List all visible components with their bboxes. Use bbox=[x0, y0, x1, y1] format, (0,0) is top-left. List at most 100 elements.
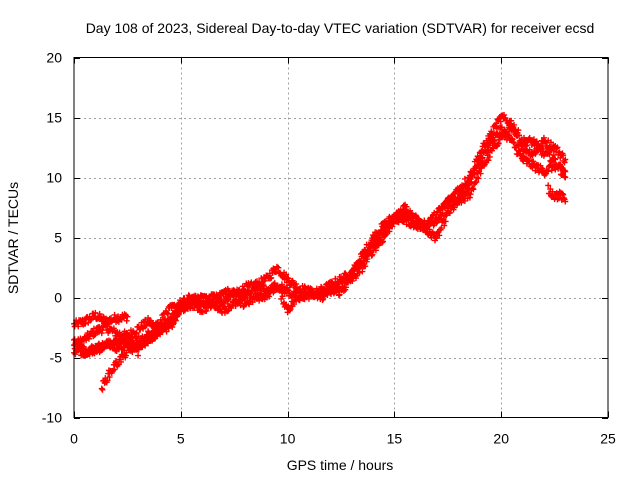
data-point bbox=[161, 316, 168, 323]
data-point bbox=[111, 311, 118, 318]
data-point bbox=[85, 335, 92, 342]
data-point bbox=[362, 263, 369, 270]
data-point bbox=[287, 306, 294, 313]
data-point bbox=[218, 296, 225, 303]
data-point bbox=[556, 161, 563, 168]
data-point bbox=[539, 165, 546, 172]
data-point bbox=[142, 342, 149, 349]
data-point bbox=[508, 117, 515, 124]
data-point bbox=[172, 308, 179, 315]
grid-lines bbox=[74, 57, 608, 418]
data-point bbox=[372, 247, 379, 254]
data-point bbox=[545, 182, 552, 189]
data-point bbox=[98, 385, 105, 392]
data-point bbox=[545, 168, 552, 175]
data-point bbox=[225, 296, 232, 303]
data-point bbox=[285, 275, 292, 282]
data-point bbox=[432, 215, 439, 222]
data-point bbox=[513, 144, 520, 151]
data-point bbox=[193, 299, 200, 306]
data-point bbox=[404, 214, 411, 221]
y-tick-label: 20 bbox=[46, 50, 62, 66]
data-point bbox=[293, 280, 300, 287]
data-point bbox=[213, 298, 220, 305]
data-point bbox=[441, 222, 448, 229]
data-point bbox=[540, 134, 547, 141]
data-point bbox=[546, 151, 553, 158]
data-point bbox=[516, 132, 522, 139]
data-point bbox=[135, 352, 142, 359]
data-point bbox=[432, 235, 439, 242]
data-point bbox=[98, 330, 105, 337]
data-point bbox=[380, 238, 387, 245]
data-point bbox=[497, 118, 504, 125]
data-point bbox=[215, 295, 222, 302]
y-tick-label: 0 bbox=[54, 290, 62, 306]
data-point bbox=[213, 291, 220, 298]
data-point bbox=[557, 165, 564, 172]
data-point bbox=[103, 321, 110, 328]
data-point bbox=[192, 298, 199, 305]
data-point bbox=[271, 281, 278, 288]
data-point bbox=[291, 301, 298, 308]
data-point bbox=[203, 307, 210, 314]
data-point bbox=[540, 145, 547, 152]
x-tick-label: 10 bbox=[280, 431, 296, 447]
data-point bbox=[442, 218, 449, 225]
data-point bbox=[552, 156, 559, 163]
x-tick-label: 5 bbox=[177, 431, 185, 447]
x-axis-label: GPS time / hours bbox=[287, 457, 394, 473]
data-point bbox=[232, 303, 239, 310]
data-point bbox=[379, 239, 386, 246]
data-point bbox=[560, 152, 567, 159]
data-point bbox=[185, 292, 192, 299]
data-point bbox=[106, 374, 113, 381]
data-point bbox=[493, 125, 500, 132]
data-point bbox=[478, 148, 485, 155]
data-point bbox=[123, 317, 130, 324]
data-point bbox=[476, 155, 483, 162]
series-track-b bbox=[71, 123, 569, 349]
data-point bbox=[550, 152, 557, 159]
y-axis-label: SDTVAR / TECUs bbox=[5, 182, 21, 294]
data-point bbox=[336, 291, 343, 298]
data-point bbox=[349, 277, 356, 284]
data-point bbox=[554, 144, 561, 151]
data-point bbox=[487, 135, 494, 142]
data-point bbox=[316, 293, 323, 300]
data-point bbox=[466, 177, 473, 184]
data-point bbox=[253, 287, 260, 294]
data-point bbox=[266, 293, 273, 300]
data-point bbox=[369, 251, 376, 258]
data-point bbox=[551, 155, 558, 162]
data-point bbox=[88, 316, 95, 323]
series-track-a bbox=[71, 309, 131, 330]
data-point bbox=[122, 352, 129, 359]
data-point bbox=[436, 232, 443, 239]
data-point bbox=[157, 331, 164, 338]
data-point bbox=[92, 309, 99, 316]
data-point bbox=[509, 125, 516, 132]
data-point bbox=[511, 121, 518, 128]
data-point bbox=[182, 307, 189, 314]
data-point bbox=[320, 295, 327, 302]
data-point bbox=[386, 228, 393, 235]
data-point bbox=[82, 320, 89, 327]
data-point bbox=[283, 271, 290, 278]
data-point bbox=[162, 315, 169, 322]
tick-labels: 0 5 10 15 20 25 -10 -5 0 5 10 15 20 bbox=[42, 50, 616, 447]
data-point bbox=[506, 132, 513, 139]
x-tick-label: 15 bbox=[387, 431, 403, 447]
data-point bbox=[284, 274, 291, 281]
data-point bbox=[177, 300, 184, 307]
data-point bbox=[549, 188, 556, 195]
data-point bbox=[229, 291, 236, 298]
plot-frame bbox=[73, 57, 609, 418]
data-point bbox=[495, 140, 502, 147]
data-point bbox=[491, 136, 498, 143]
data-point bbox=[431, 231, 438, 238]
data-point bbox=[548, 167, 555, 174]
data-point bbox=[313, 285, 320, 292]
data-point bbox=[239, 297, 246, 304]
data-point bbox=[124, 313, 131, 320]
